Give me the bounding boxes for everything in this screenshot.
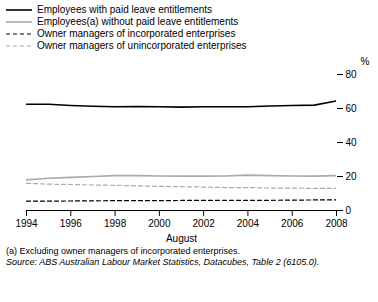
svg-text:1996: 1996 — [60, 218, 83, 229]
html-text:(a) Excluding owner managers o: (a) Excluding owner managers of incorpor… — [6, 246, 241, 256]
svg-text:80: 80 — [346, 69, 358, 80]
svg-text:1998: 1998 — [104, 218, 127, 229]
svg-text:2008: 2008 — [325, 218, 348, 229]
html-text:Employees(a) without paid leav: Employees(a) without paid leave entitlem… — [37, 16, 239, 27]
svg-text:60: 60 — [346, 103, 358, 114]
svg-text:%: % — [361, 56, 370, 67]
svg-text:20: 20 — [346, 171, 358, 182]
svg-text:August: August — [166, 233, 197, 244]
html-text:Owner managers of unincorporat: Owner managers of unincorporated enterpr… — [37, 40, 247, 51]
html-text:Owner managers of incorporated: Owner managers of incorporated enterpris… — [37, 28, 236, 39]
svg-text:1994: 1994 — [15, 218, 38, 229]
svg-text:2002: 2002 — [193, 218, 216, 229]
svg-text:40: 40 — [346, 137, 358, 148]
html-text:Employees with paid leave enti: Employees with paid leave entitlements — [37, 4, 213, 15]
svg-text:2004: 2004 — [237, 218, 260, 229]
svg-text:2000: 2000 — [148, 218, 171, 229]
html-text:Source: ABS Australian Labour: Source: ABS Australian Labour Market Sta… — [6, 257, 320, 267]
svg-text:2006: 2006 — [281, 218, 304, 229]
svg-text:0: 0 — [346, 205, 352, 216]
